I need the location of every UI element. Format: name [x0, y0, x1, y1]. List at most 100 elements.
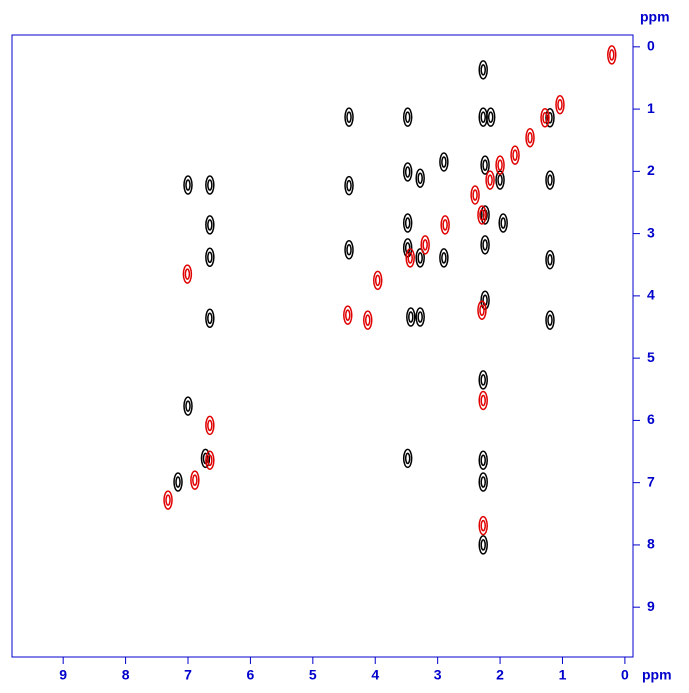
peak-contour	[441, 156, 447, 168]
peak	[190, 470, 200, 490]
peak	[372, 270, 383, 291]
x-tick-label: 2	[496, 667, 504, 683]
x-tick-label: 1	[559, 667, 567, 683]
peak-contour	[205, 308, 215, 329]
peak-contour	[205, 450, 215, 471]
y-tick-label: 8	[647, 536, 655, 552]
peak	[478, 515, 488, 536]
peak-contour	[407, 252, 413, 264]
peak	[205, 247, 215, 268]
peak-contour	[547, 254, 553, 266]
peak	[343, 305, 353, 325]
peak	[405, 248, 415, 268]
x-axis-label: ppm	[642, 667, 672, 683]
peak	[183, 175, 193, 195]
y-tick-label: 0	[647, 38, 655, 54]
x-tick-label: 7	[184, 667, 192, 683]
peak	[478, 450, 488, 471]
peak-contour	[545, 250, 555, 270]
peak-contour	[555, 94, 565, 115]
peak	[545, 108, 555, 128]
peak	[478, 390, 488, 411]
peak	[415, 248, 425, 268]
peak-contour	[404, 217, 411, 229]
peak-contour	[404, 111, 411, 123]
peak-contour	[405, 248, 415, 268]
peak-contour	[406, 307, 416, 327]
peak	[182, 264, 193, 284]
peak-contour	[500, 217, 506, 229]
peak	[344, 240, 354, 260]
peak-contour	[478, 390, 488, 411]
peak-contour	[192, 474, 198, 486]
peak-contour	[182, 264, 193, 284]
peak	[402, 107, 413, 127]
y-tick-label: 5	[647, 349, 655, 365]
peak	[478, 60, 488, 80]
peak-contour	[163, 490, 173, 510]
peak	[205, 175, 215, 195]
peak	[344, 107, 354, 127]
peak-contour	[442, 219, 448, 231]
plot-frame	[11, 34, 634, 658]
peak-contour	[183, 175, 193, 195]
peak-contour	[527, 131, 533, 144]
peak-contour	[480, 519, 486, 532]
peak-contour	[545, 108, 555, 128]
peak-contour	[372, 270, 383, 291]
peak-contour	[415, 248, 425, 268]
peak-contour	[185, 400, 191, 412]
peak-contour	[478, 535, 488, 555]
peak-contour	[415, 307, 425, 327]
y-tick-label: 4	[647, 287, 655, 303]
peak	[545, 310, 555, 330]
peak	[183, 396, 193, 416]
peak-contour	[557, 98, 563, 111]
x-tick-label: 8	[122, 667, 130, 683]
x-tick-label: 4	[371, 667, 379, 683]
peak-contour	[343, 305, 353, 325]
peak-contour	[540, 108, 550, 128]
peak	[540, 108, 550, 128]
peak-contour	[545, 310, 555, 330]
peak	[525, 127, 535, 148]
peak-contour	[422, 239, 428, 251]
peak	[478, 472, 488, 492]
peak-contour	[480, 64, 486, 76]
peak-contour	[402, 448, 413, 469]
peak-contour	[205, 215, 215, 235]
peak-contour	[609, 49, 615, 61]
peak-contour	[441, 252, 447, 264]
peak-contour	[184, 268, 191, 280]
peak-contour	[482, 239, 488, 251]
peak-contour	[547, 174, 553, 186]
peak	[406, 307, 416, 327]
peak	[439, 248, 449, 268]
peak-contour	[207, 251, 213, 264]
peak-contour	[402, 238, 413, 258]
peak	[439, 152, 449, 172]
peak-contour	[402, 162, 413, 182]
peak-contour	[480, 111, 486, 123]
peak-contour	[207, 312, 213, 325]
peak-contour	[480, 374, 486, 386]
peak-contour	[485, 170, 495, 190]
peak-contour	[495, 170, 505, 190]
x-tick-label: 9	[59, 667, 67, 683]
peak-contour	[439, 248, 449, 268]
peak-contour	[417, 252, 423, 264]
peak-contour	[497, 174, 503, 186]
peak-contour	[480, 235, 490, 255]
peak	[495, 170, 505, 190]
y-tick-label: 7	[647, 473, 655, 489]
peak-contour	[415, 168, 425, 188]
peak-contour	[482, 159, 488, 171]
peak-contour	[344, 175, 354, 196]
peak-contour	[374, 274, 381, 287]
peak-contour	[477, 300, 487, 320]
peak-contour	[404, 166, 411, 178]
peak	[485, 107, 496, 127]
x-tick-label: 3	[434, 667, 442, 683]
peak	[205, 450, 215, 471]
